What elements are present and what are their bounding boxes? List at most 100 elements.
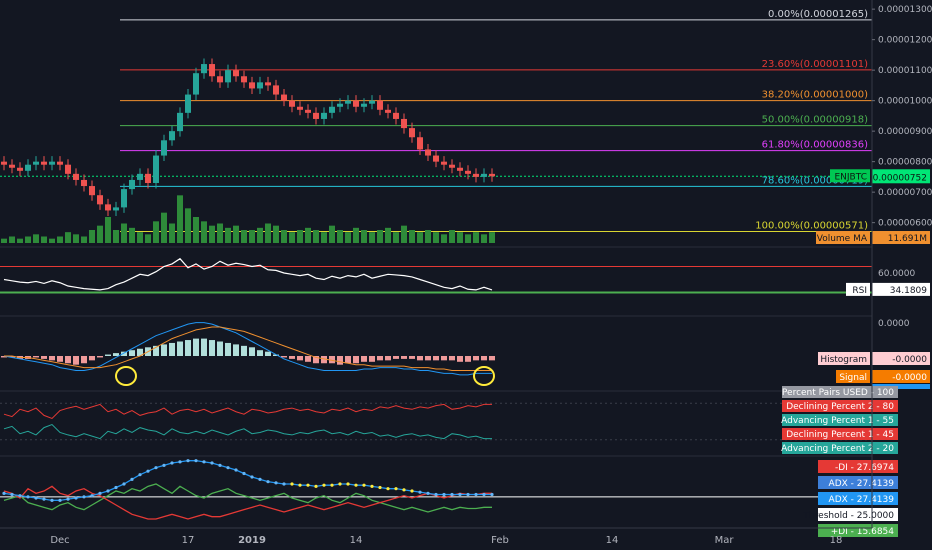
adx-dot-16 bbox=[130, 477, 134, 481]
volume-bar-19 bbox=[153, 221, 159, 243]
macd-histogram-label-bg bbox=[818, 352, 870, 365]
macd-hist-bar-8 bbox=[65, 356, 71, 364]
advancing-line bbox=[3, 423, 492, 440]
macd-hist-bar-27 bbox=[217, 341, 223, 356]
macd-hist-bar-19 bbox=[153, 345, 159, 356]
macd-hist-bar-13 bbox=[105, 354, 111, 356]
price-tick-0: 0.00001300 bbox=[878, 5, 932, 15]
time-label-6: 14 bbox=[606, 535, 619, 546]
candle-body-59 bbox=[473, 173, 479, 177]
adx-dot-54 bbox=[434, 492, 438, 497]
volume-bar-34 bbox=[273, 225, 279, 243]
volume-bar-61 bbox=[489, 232, 495, 243]
macd-hist-bar-58 bbox=[465, 356, 471, 362]
volume-bar-37 bbox=[297, 230, 303, 243]
candle-body-16 bbox=[129, 179, 135, 190]
adx-dot-46 bbox=[370, 484, 374, 488]
macd-hist-bar-47 bbox=[377, 356, 383, 361]
candle-body-61 bbox=[489, 173, 495, 177]
volume-bar-36 bbox=[289, 232, 295, 243]
volume-bar-17 bbox=[137, 232, 143, 243]
volume-bar-55 bbox=[441, 234, 447, 243]
dmi-label-0: -DI - 27.6974 bbox=[835, 463, 894, 473]
volume-bar-0 bbox=[1, 238, 7, 243]
minus-di-line bbox=[3, 485, 492, 520]
breadth-label-1: Declining Percent 2 - 80 bbox=[786, 402, 894, 412]
candle-body-5 bbox=[41, 161, 47, 165]
macd-hist-bar-48 bbox=[385, 356, 391, 361]
adx-dot-21 bbox=[170, 461, 174, 465]
breadth-pane: Percent Pairs USED - 100 Declining Percen… bbox=[0, 386, 898, 454]
volume-bar-38 bbox=[305, 227, 311, 243]
candle-body-40 bbox=[321, 112, 327, 119]
macd-hist-bar-12 bbox=[97, 356, 103, 358]
adx-dot-57 bbox=[458, 492, 462, 497]
candle-body-33 bbox=[265, 82, 271, 86]
volume-bar-14 bbox=[113, 230, 119, 243]
price-tick-7: 0.00000600 bbox=[878, 219, 932, 229]
macd-signal-value: -0.0000 bbox=[892, 373, 927, 383]
volume-bar-16 bbox=[129, 227, 135, 243]
candle-body-45 bbox=[361, 103, 367, 107]
candle-body-9 bbox=[73, 173, 79, 180]
volume-bar-46 bbox=[369, 232, 375, 243]
adx-dot-42 bbox=[338, 482, 342, 486]
breadth-label-2: Advancing Percent 1 - 55 bbox=[781, 416, 894, 426]
adx-dot-1 bbox=[10, 492, 14, 497]
volume-bar-43 bbox=[345, 232, 351, 243]
adx-dot-4 bbox=[34, 496, 38, 500]
adx-dot-30 bbox=[242, 471, 246, 476]
time-axis[interactable]: 14Dec17201914Feb14Mar18Apr15 bbox=[0, 527, 932, 546]
candle-body-58 bbox=[465, 170, 471, 174]
macd-signal-value-bg bbox=[872, 370, 930, 383]
volume-bar-2 bbox=[17, 238, 23, 243]
macd-histogram-label: Histogram bbox=[820, 355, 867, 365]
candle-body-44 bbox=[353, 100, 359, 107]
candle-body-1 bbox=[9, 164, 15, 168]
candle-body-28 bbox=[225, 70, 231, 83]
macd-hist-bar-41 bbox=[329, 356, 335, 364]
candle-body-8 bbox=[65, 164, 71, 174]
adx-dot-49 bbox=[394, 487, 398, 491]
dmi-pane: -DI - 27.6974 ADX - 27.4139 ADX - 27.4139 T… bbox=[0, 455, 898, 537]
symbol-label: ENJBTC bbox=[834, 172, 867, 182]
volume-bar-32 bbox=[257, 227, 263, 243]
dmi-label-2: ADX - 27.4139 bbox=[829, 495, 895, 505]
macd-hist-bar-26 bbox=[209, 340, 215, 356]
time-label-1: Dec bbox=[50, 535, 69, 546]
adx-dot-19 bbox=[154, 466, 158, 470]
highlight-circle-2 bbox=[473, 366, 495, 386]
macd-hist-bar-32 bbox=[257, 350, 263, 356]
adx-dot-44 bbox=[354, 483, 358, 487]
adx-dot-14 bbox=[114, 485, 118, 490]
volume-bar-26 bbox=[209, 225, 215, 243]
adx-dot-8 bbox=[66, 497, 70, 501]
macd-hist-bar-25 bbox=[201, 338, 207, 356]
macd-hist-bar-51 bbox=[409, 356, 415, 359]
macd-hist-bar-43 bbox=[345, 356, 351, 364]
macd-hist-bar-40 bbox=[321, 356, 327, 364]
rsi-value-bg bbox=[872, 282, 930, 296]
macd-hist-bar-24 bbox=[193, 338, 199, 356]
dmi-label-4: +DI - 15.6854 bbox=[831, 527, 895, 537]
volume-ma-value: 11.691M bbox=[888, 234, 927, 244]
volume-bar-49 bbox=[393, 232, 399, 243]
candle-body-29 bbox=[233, 70, 239, 77]
adx-dot-5 bbox=[42, 497, 46, 501]
price-tick-2: 0.00001100 bbox=[878, 66, 932, 76]
adx-dot-7 bbox=[58, 498, 62, 502]
macd-hist-bar-59 bbox=[473, 356, 479, 361]
fib-label-0: 0.00%(0.00001265) bbox=[768, 9, 868, 20]
volume-bar-52 bbox=[417, 232, 423, 243]
adx-dot-55 bbox=[442, 492, 446, 497]
volume-bar-47 bbox=[377, 230, 383, 243]
adx-dot-25 bbox=[202, 460, 206, 464]
adx-dot-0 bbox=[2, 491, 6, 495]
adx-dot-29 bbox=[234, 468, 238, 472]
time-label-3: 2019 bbox=[238, 535, 266, 546]
symbol-label-bg bbox=[830, 169, 870, 183]
price-axis[interactable]: 0.00001300 0.00001200 0.00001100 0.00001000… bbox=[871, 0, 932, 528]
adx-dot-17 bbox=[138, 473, 142, 477]
macd-hist-bar-60 bbox=[481, 356, 487, 361]
